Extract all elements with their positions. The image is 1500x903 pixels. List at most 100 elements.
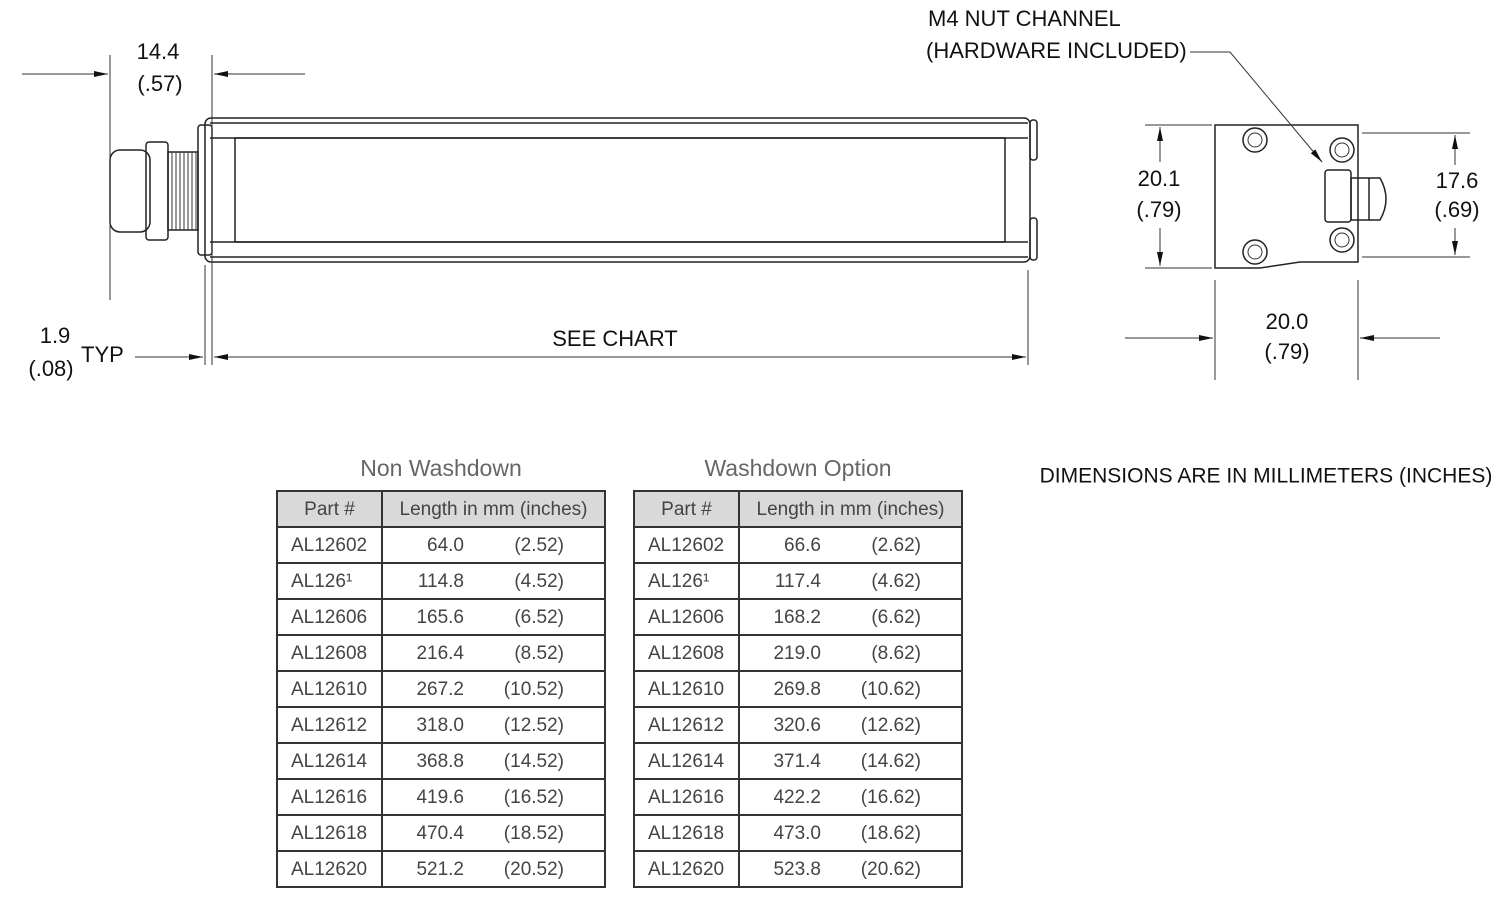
table-row (633, 598, 963, 636)
length-mm: 320.6 (773, 715, 821, 736)
part-number: AL12602 (648, 535, 724, 556)
table-row (633, 526, 963, 564)
length-in: (16.52) (504, 787, 564, 808)
dimension-labels: 14.4 (.57) 1.9 (.08) TYP SEE CHART M4 NU… (28, 6, 1492, 488)
table-title: Washdown Option (704, 455, 891, 481)
part-number: AL126¹ (648, 571, 709, 592)
length-mm: 219.0 (773, 643, 821, 664)
length-mm: 216.4 (416, 643, 464, 664)
table-row (276, 634, 606, 672)
dim-label: 17.6 (1436, 168, 1479, 193)
part-number: AL12608 (291, 643, 367, 664)
end-view (1125, 51, 1470, 380)
part-number: AL12610 (648, 679, 724, 700)
length-in: (4.52) (514, 571, 564, 592)
dim-label: (.08) (28, 356, 73, 381)
header-cell: Length in mm (inches) (400, 499, 588, 520)
length-mm: 117.4 (775, 571, 822, 592)
table-row (276, 598, 606, 636)
dim-label: (.79) (1136, 197, 1181, 222)
table-row (633, 670, 963, 708)
length-mm: 269.8 (773, 679, 821, 700)
dim-label: (.69) (1434, 197, 1479, 222)
part-number: AL12620 (291, 859, 367, 880)
length-in: (8.52) (514, 643, 564, 664)
length-in: (18.62) (861, 823, 921, 844)
length-mm: 473.0 (773, 823, 821, 844)
table-row (276, 850, 606, 888)
part-number: AL12620 (648, 859, 724, 880)
length-mm: 521.2 (416, 859, 464, 880)
dim-label: (.79) (1264, 339, 1309, 364)
dim-label: 14.4 (137, 39, 180, 64)
side-view (109, 117, 1038, 263)
length-mm: 523.8 (773, 859, 821, 880)
header-row (633, 490, 963, 528)
dim-label: 1.9 (40, 323, 71, 348)
length-mm: 470.4 (416, 823, 464, 844)
table-row (633, 814, 963, 852)
units-note: DIMENSIONS ARE IN MILLIMETERS (INCHES) (1040, 465, 1493, 488)
table-row (633, 634, 963, 672)
callout: M4 NUT CHANNEL (928, 6, 1121, 31)
header-cell: Part # (661, 499, 712, 520)
length-in: (12.52) (504, 715, 564, 736)
header-cell: Part # (304, 499, 355, 520)
part-number: AL12610 (291, 679, 367, 700)
length-in: (14.62) (861, 751, 921, 772)
part-number: AL12602 (291, 535, 367, 556)
length-mm: 371.4 (773, 751, 821, 772)
length-in: (10.62) (861, 679, 921, 700)
table-row (633, 778, 963, 816)
part-number: AL12612 (291, 715, 367, 736)
length-in: (12.62) (861, 715, 921, 736)
length-mm: 368.8 (416, 751, 464, 772)
length-mm: 66.6 (784, 535, 821, 556)
dimension-lines (22, 55, 1029, 365)
length-mm: 318.0 (416, 715, 464, 736)
length-in: (20.52) (504, 859, 564, 880)
part-number: AL12614 (648, 751, 725, 772)
part-number: AL12608 (648, 643, 724, 664)
dim-label: (.57) (137, 71, 182, 96)
part-number: AL126¹ (291, 571, 352, 592)
dim-label: TYP (81, 342, 124, 367)
table-row (276, 562, 606, 600)
header-cell: Length in mm (inches) (757, 499, 945, 520)
length-mm: 64.0 (427, 535, 464, 556)
table-row (276, 526, 606, 564)
length-in: (18.52) (504, 823, 564, 844)
table-row (276, 778, 606, 816)
dim-label: SEE CHART (552, 326, 678, 351)
part-number: AL12606 (291, 607, 367, 628)
table-row (276, 742, 606, 780)
part-number: AL12618 (291, 823, 367, 844)
length-in: (6.52) (514, 607, 564, 628)
length-in: (4.62) (871, 571, 921, 592)
length-in: (10.52) (504, 679, 564, 700)
length-mm: 419.6 (416, 787, 464, 808)
length-in: (2.52) (514, 535, 564, 556)
length-in: (6.62) (871, 607, 921, 628)
part-number: AL12616 (648, 787, 724, 808)
part-number: AL12612 (648, 715, 724, 736)
length-mm: 114.8 (418, 571, 464, 592)
table-title: Non Washdown (360, 455, 522, 481)
length-in: (16.62) (861, 787, 921, 808)
part-number: AL12606 (648, 607, 724, 628)
parts-table: Washdown Option Part # Length in mm (inche… (633, 455, 963, 888)
part-number: AL12616 (291, 787, 367, 808)
dim-label: 20.0 (1266, 309, 1309, 334)
length-in: (2.62) (871, 535, 921, 556)
table-row (633, 850, 963, 888)
length-in: (14.52) (504, 751, 564, 772)
length-mm: 422.2 (773, 787, 821, 808)
dim-label: 20.1 (1138, 166, 1181, 191)
part-number: AL12618 (648, 823, 724, 844)
length-mm: 168.2 (773, 607, 821, 628)
length-mm: 165.6 (416, 607, 464, 628)
length-in: (8.62) (871, 643, 921, 664)
